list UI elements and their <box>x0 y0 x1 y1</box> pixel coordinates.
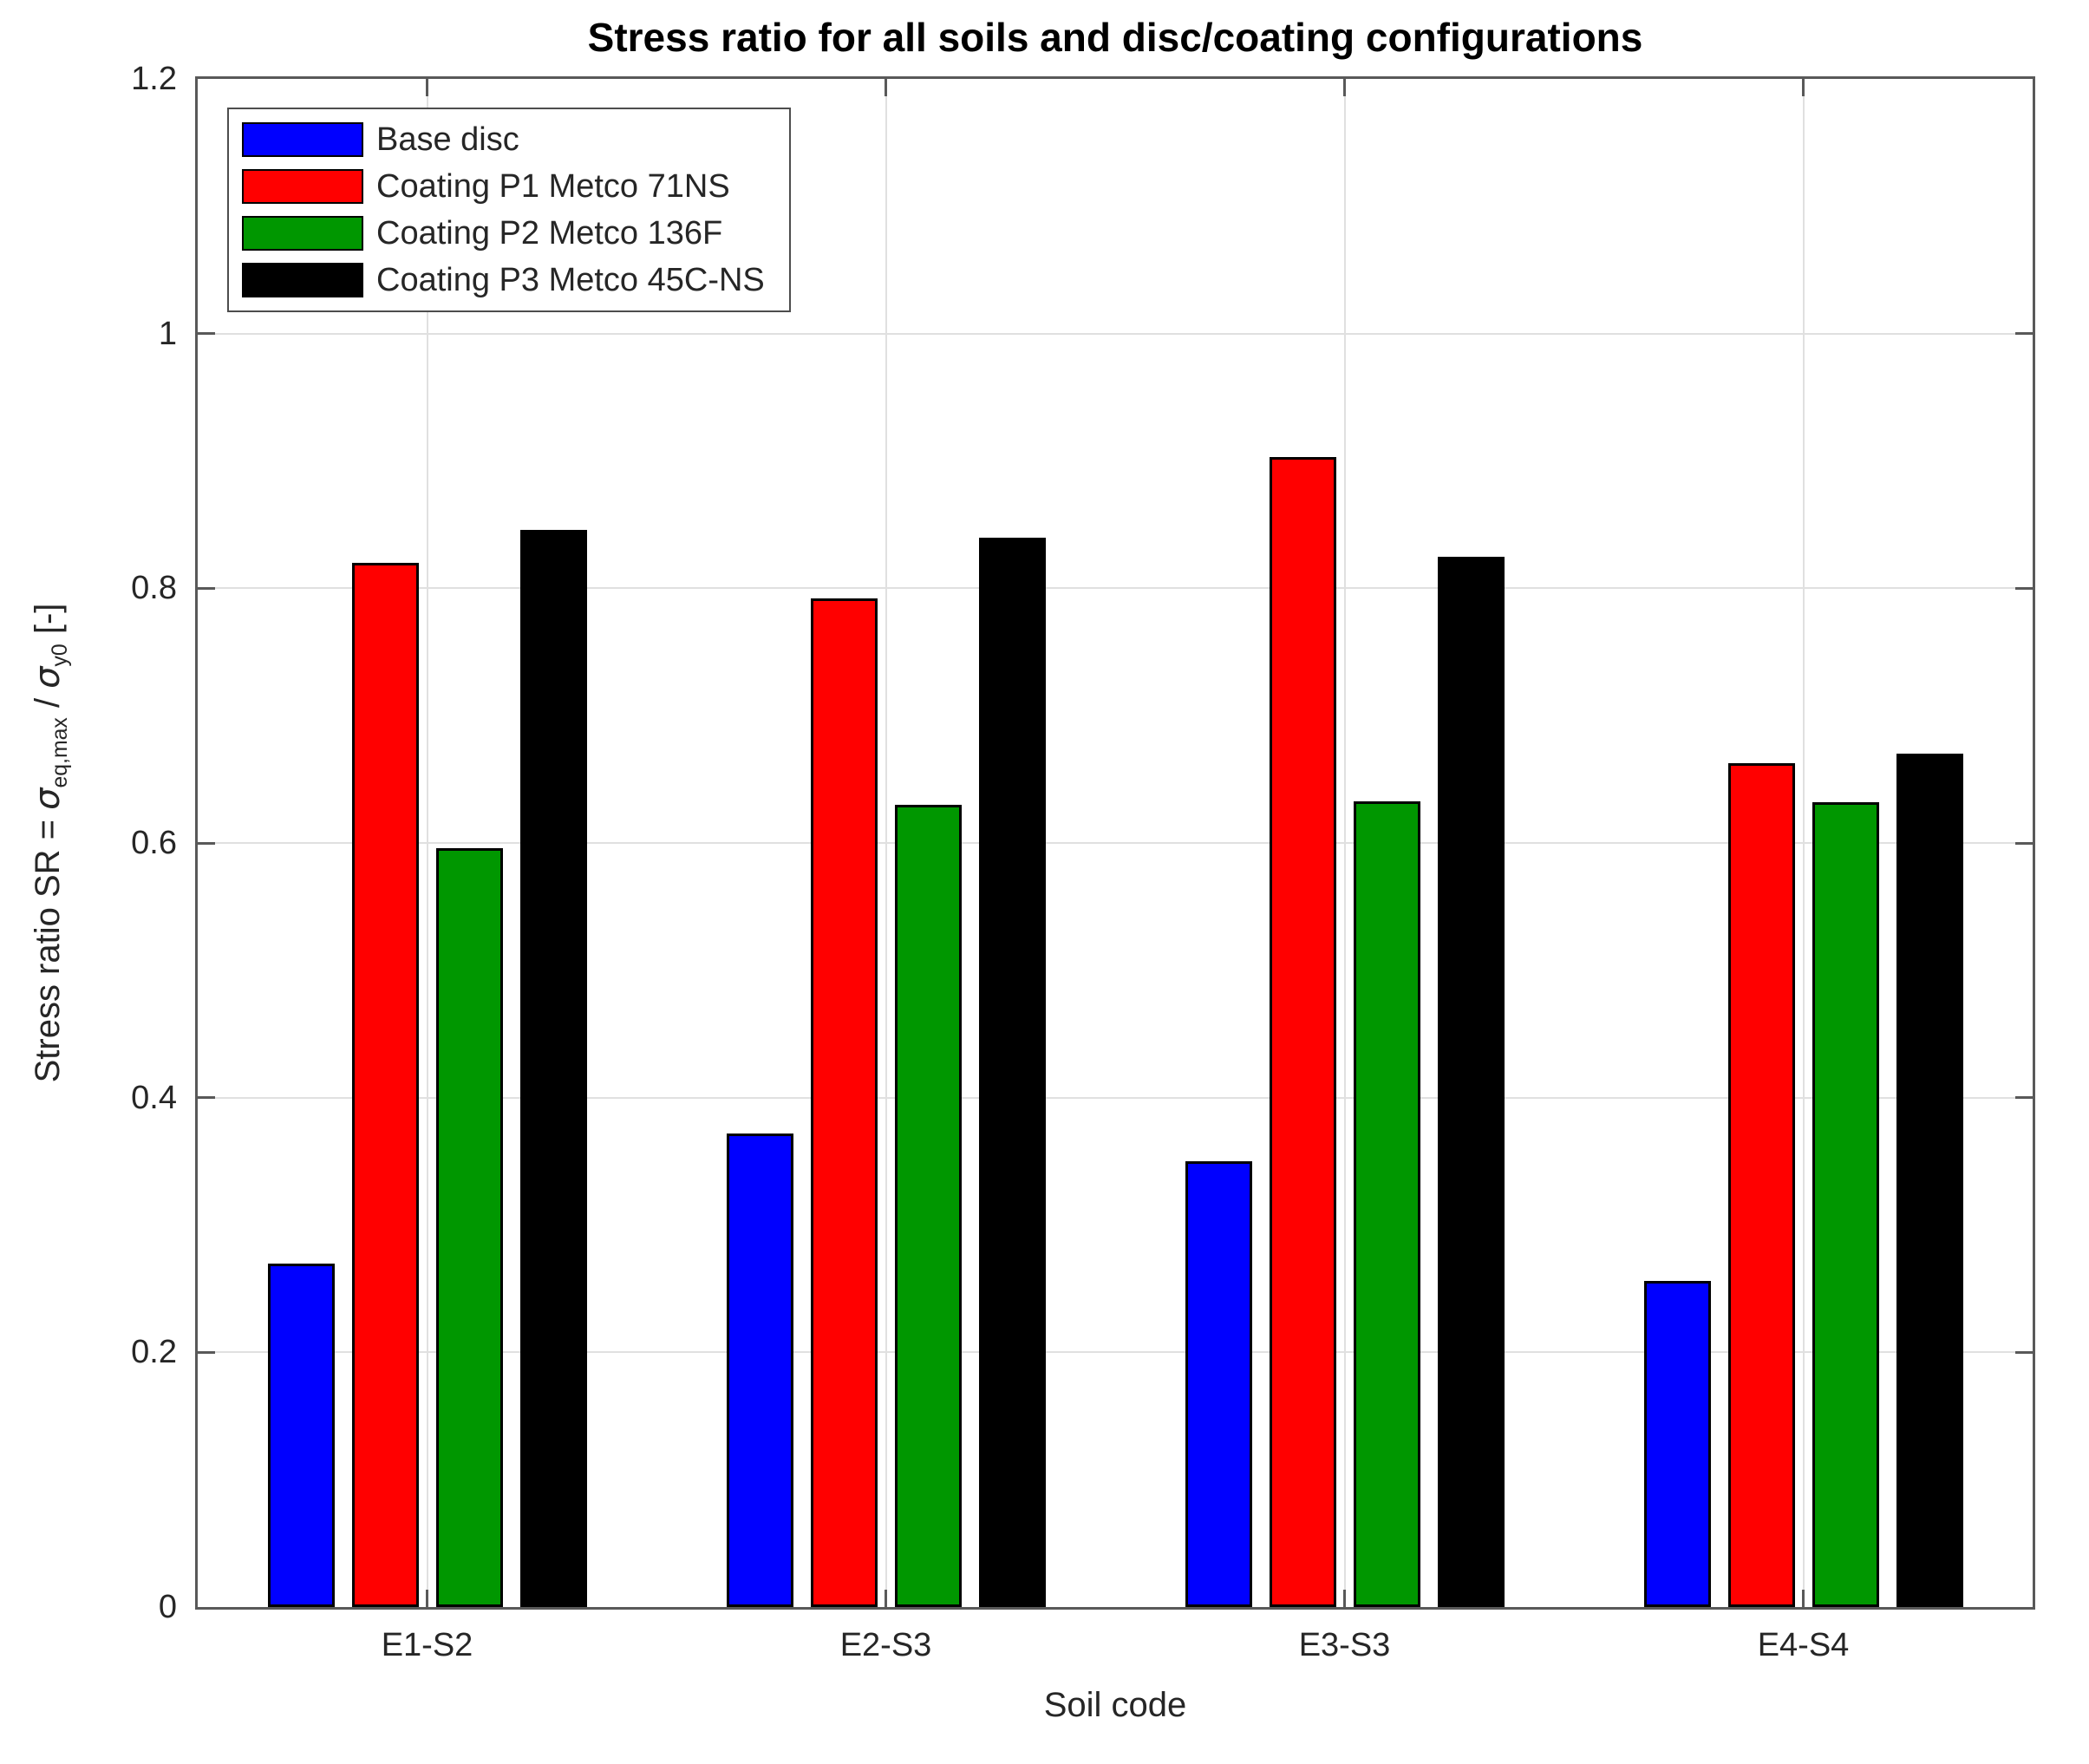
y-gridline <box>198 587 2033 590</box>
y-label-divider: / <box>29 688 67 718</box>
y-gridline <box>198 332 2033 335</box>
x-tick-mark <box>1802 1590 1805 1607</box>
legend-label: Coating P3 Metco 45C-NS <box>376 262 765 298</box>
bar <box>810 598 878 1607</box>
legend-swatch <box>242 263 363 297</box>
legend-item: Coating P3 Metco 45C-NS <box>242 263 765 297</box>
x-gridline <box>1802 79 1805 1607</box>
x-tick-label: E2-S3 <box>839 1627 932 1663</box>
bar <box>1896 754 1963 1607</box>
y-tick-label: 1 <box>158 315 177 352</box>
bar <box>1727 762 1795 1607</box>
bar <box>351 562 419 1607</box>
sigma-symbol: σ <box>28 787 68 810</box>
y-tick-label: 0.6 <box>131 825 177 861</box>
plot-area: Base disc Coating P1 Metco 71NS Coating … <box>195 76 2035 1610</box>
legend-item: Base disc <box>242 122 765 157</box>
y-tick-label: 0.8 <box>131 570 177 607</box>
x-tick-mark <box>1802 79 1805 96</box>
y-gridline <box>198 842 2033 844</box>
y-tick-mark <box>198 841 215 845</box>
x-axis-label: Soil code <box>1043 1686 1187 1724</box>
y-tick-label: 1.2 <box>131 61 177 97</box>
x-tick-mark <box>426 1590 428 1607</box>
bar <box>1812 802 1879 1607</box>
bar <box>519 529 587 1607</box>
x-gridline <box>885 79 887 1607</box>
y-tick-mark <box>2015 841 2033 845</box>
x-tick-mark <box>885 1590 887 1607</box>
x-gridline <box>426 79 428 1607</box>
y-tick-mark <box>198 586 215 590</box>
bar <box>894 804 962 1607</box>
x-tick-mark <box>426 79 428 96</box>
y-tick-label: 0.4 <box>131 1079 177 1116</box>
bar <box>1353 800 1420 1607</box>
y-gridline <box>198 1351 2033 1354</box>
y-tick-mark <box>2015 586 2033 590</box>
y-label-suffix: [-] <box>29 603 67 644</box>
bar <box>726 1133 793 1607</box>
sigma-subscript: y0 <box>49 644 72 667</box>
legend-swatch <box>242 169 363 204</box>
y-tick-mark <box>2015 332 2033 336</box>
bar <box>1269 457 1336 1607</box>
chart-title: Stress ratio for all soils and disc/coat… <box>587 15 1643 60</box>
legend-item: Coating P1 Metco 71NS <box>242 169 765 204</box>
bar <box>1185 1161 1252 1607</box>
legend-label: Coating P1 Metco 71NS <box>376 168 730 205</box>
x-tick-label: E1-S2 <box>381 1627 473 1663</box>
bar <box>978 537 1046 1607</box>
legend-swatch <box>242 216 363 251</box>
y-tick-mark <box>2015 1350 2033 1354</box>
bar <box>267 1263 335 1607</box>
legend-item: Coating P2 Metco 136F <box>242 216 765 251</box>
bar <box>435 847 503 1607</box>
y-tick-label: 0.2 <box>131 1334 177 1371</box>
y-tick-mark <box>2015 1096 2033 1100</box>
y-tick-mark <box>198 1350 215 1354</box>
x-tick-mark <box>1343 79 1346 96</box>
sigma-symbol: σ <box>28 666 68 689</box>
sigma-subscript: eq,max <box>49 717 72 788</box>
bar <box>1643 1281 1711 1607</box>
y-tick-label: 0 <box>158 1589 177 1625</box>
legend-label: Coating P2 Metco 136F <box>376 215 723 252</box>
y-gridline <box>198 1096 2033 1099</box>
legend-label: Base disc <box>376 121 519 158</box>
legend-swatch <box>242 122 363 157</box>
y-tick-mark <box>198 332 215 336</box>
y-tick-mark <box>198 1096 215 1100</box>
x-tick-label: E3-S3 <box>1298 1627 1391 1663</box>
legend: Base disc Coating P1 Metco 71NS Coating … <box>227 108 791 312</box>
bar <box>1437 556 1505 1607</box>
x-tick-mark <box>885 79 887 96</box>
x-tick-mark <box>1343 1590 1346 1607</box>
x-tick-label: E4-S4 <box>1757 1627 1850 1663</box>
x-gridline <box>1343 79 1346 1607</box>
